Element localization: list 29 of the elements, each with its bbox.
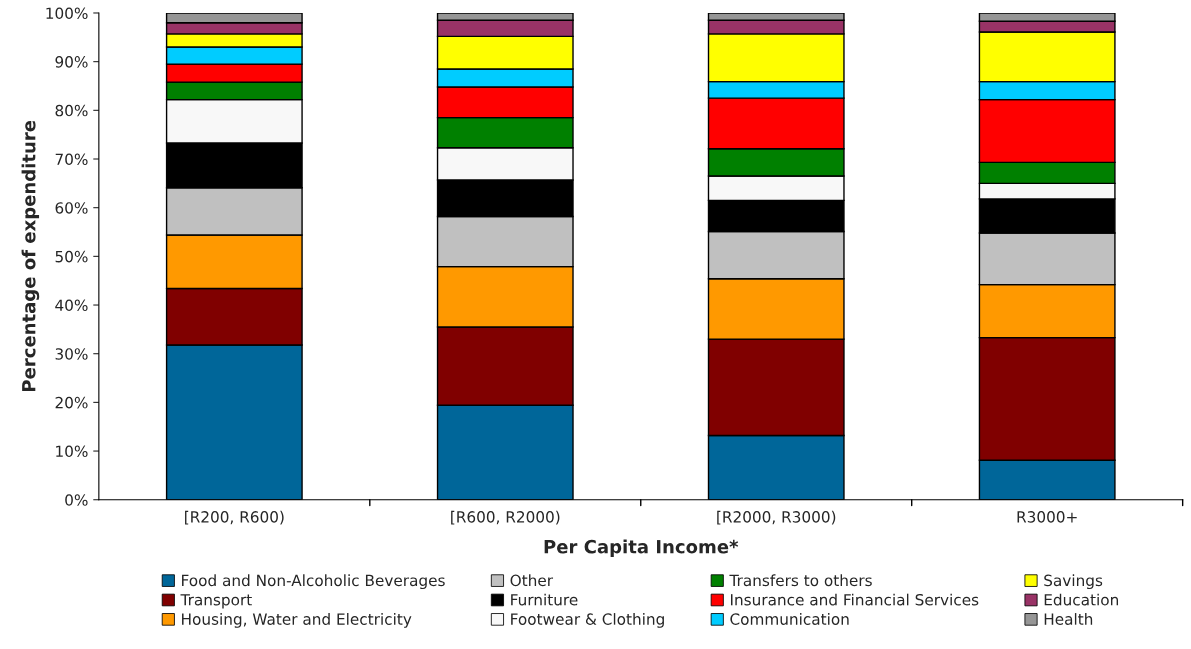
y-tick-label: 20% (55, 396, 88, 409)
legend-label: Food and Non-Alcoholic Beverages (182, 574, 445, 590)
legend-label: Housing, Water and Electricity (182, 613, 412, 628)
legend-label: Savings (1044, 574, 1103, 590)
legend-label: Health (1044, 613, 1093, 625)
x-tick-label: [R600, R2000) (451, 510, 560, 525)
y-axis-title: Percentage of expenditure (21, 120, 40, 392)
x-axis-title: Per Capita Income* (544, 539, 739, 557)
legend-label: Other (510, 574, 554, 587)
legend-label: Insurance and Financial Services (730, 593, 979, 606)
legend-label: Education (1044, 593, 1118, 606)
y-tick-label: 50% (55, 250, 88, 263)
y-tick-label: 90% (55, 56, 88, 68)
y-tick-label: 80% (55, 104, 88, 117)
y-tick-label: 70% (55, 153, 88, 166)
y-tick-label: 100% (46, 7, 88, 19)
x-tick-label: R3000+ (1017, 511, 1077, 523)
x-tick-label: [R200, R600) (185, 510, 284, 525)
y-tick-label: 10% (56, 445, 88, 458)
y-tick-label: 60% (55, 202, 88, 214)
x-tick-label: [R2000, R3000) (717, 510, 836, 525)
y-tick-label: 40% (55, 299, 88, 312)
legend-label: Transport (180, 594, 252, 609)
y-tick-label: 0% (65, 494, 88, 506)
y-tick-label: 30% (55, 348, 88, 360)
legend-label: Footwear & Clothing (511, 613, 664, 628)
legend-label: Furniture (511, 593, 578, 606)
legend-label: Transfers to others (729, 574, 872, 587)
legend-label: Communication (730, 613, 849, 625)
